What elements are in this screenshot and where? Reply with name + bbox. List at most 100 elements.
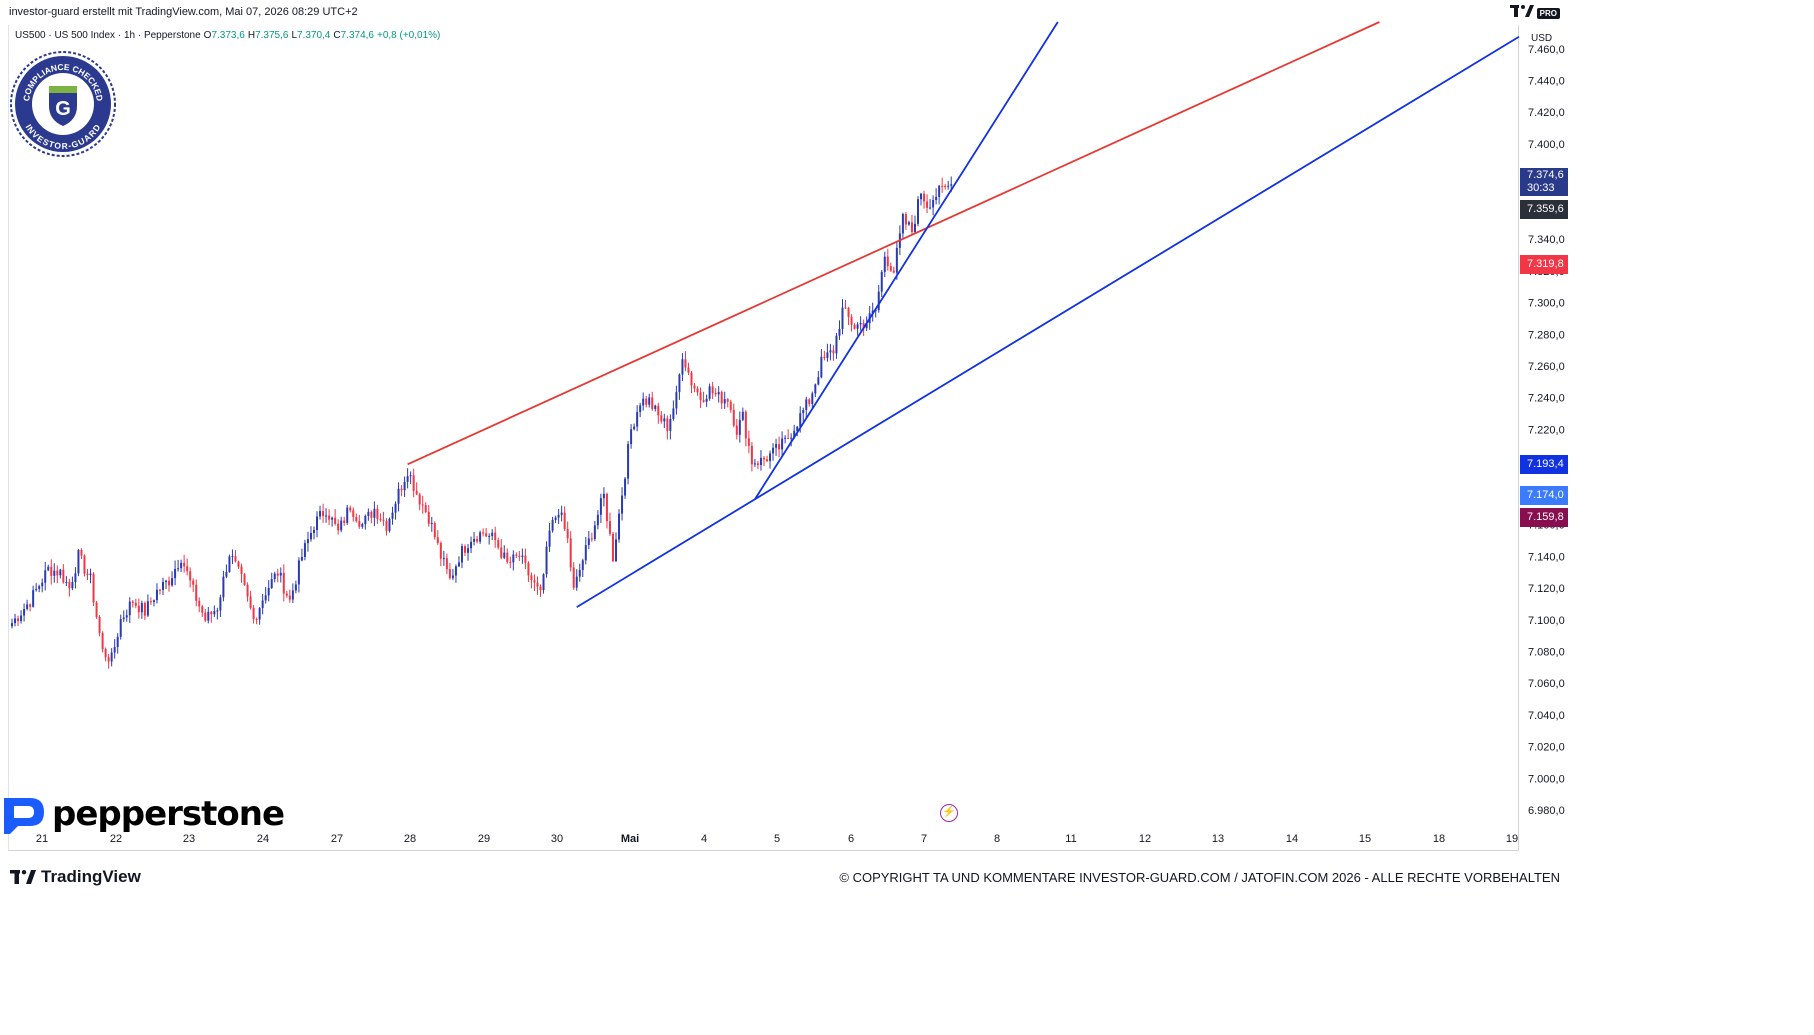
copyright-notice: © COPYRIGHT TA UND KOMMENTARE INVESTOR-G… <box>839 870 1560 885</box>
x-tick-label: 7 <box>921 833 927 845</box>
candle-body <box>125 615 128 618</box>
lightning-event-icon[interactable]: ⚡ <box>940 804 958 822</box>
candle-body <box>337 523 340 531</box>
candle-body <box>225 571 228 577</box>
candle-body <box>421 504 424 506</box>
candle-body <box>738 419 741 435</box>
candle-body <box>71 582 74 589</box>
candle-body <box>675 392 678 409</box>
candle-body <box>134 602 137 606</box>
candle-body <box>406 476 409 482</box>
open-label: O <box>203 30 212 41</box>
candle-body <box>932 200 935 208</box>
candle-body <box>412 475 415 491</box>
x-tick-label: 24 <box>257 833 269 845</box>
tradingview-logo: PRO <box>1509 4 1560 22</box>
candle-body <box>198 600 201 607</box>
candle-body <box>747 438 750 446</box>
candle-body <box>947 185 950 187</box>
candle-body <box>273 573 276 580</box>
candle-body <box>400 488 403 491</box>
close-value: 7.374,6 <box>340 30 374 41</box>
price-label-trend-2: 7.174,0 <box>1520 486 1568 505</box>
candle-body <box>929 207 932 209</box>
x-tick-label: 13 <box>1212 833 1224 845</box>
candle-body <box>699 392 702 401</box>
candle-body <box>678 374 681 393</box>
change-value: +0,8 (+0,01%) <box>376 30 441 41</box>
high-value: 7.375,6 <box>255 30 289 41</box>
candle-body <box>642 398 645 406</box>
y-tick-label: 7.460,0 <box>1528 44 1565 56</box>
candle-body <box>910 222 913 233</box>
candle-body <box>62 569 65 583</box>
candle-body <box>322 511 325 517</box>
candle-body <box>545 546 548 575</box>
y-tick-label: 7.440,0 <box>1528 76 1565 88</box>
candle-body <box>388 518 391 531</box>
candle-body <box>548 530 551 547</box>
y-tick-label: 7.140,0 <box>1528 551 1565 563</box>
candle-body <box>714 393 717 395</box>
candle-body <box>569 538 572 568</box>
candle-body <box>615 539 617 562</box>
candle-body <box>168 580 171 586</box>
candle-body <box>889 266 892 271</box>
chart-pane[interactable] <box>8 25 1519 851</box>
candle-body <box>826 352 829 358</box>
candle-body <box>542 574 545 591</box>
candle-body <box>488 535 491 537</box>
candle-body <box>636 412 639 427</box>
candle-body <box>895 247 898 273</box>
candle-body <box>394 503 397 513</box>
x-tick-label: 23 <box>183 833 195 845</box>
x-tick-label: 28 <box>404 833 416 845</box>
candle-body <box>29 604 32 607</box>
candle-body <box>886 256 889 267</box>
candle-body <box>941 185 944 187</box>
candle-body <box>137 605 140 613</box>
candle-body <box>657 405 660 416</box>
candle-body <box>669 419 672 431</box>
candle-body <box>533 580 536 583</box>
y-tick-label: 7.280,0 <box>1528 329 1565 341</box>
candle-body <box>790 437 793 439</box>
candle-body <box>460 546 463 563</box>
candle-body <box>279 572 282 576</box>
candle-body <box>753 463 756 465</box>
candle-body <box>207 611 210 621</box>
candle-body <box>923 193 926 202</box>
y-tick-label: 7.000,0 <box>1528 773 1565 785</box>
candle-body <box>352 510 355 517</box>
candle-body <box>143 603 146 616</box>
x-tick-label: 22 <box>110 833 122 845</box>
candle-body <box>403 481 406 491</box>
candle-body <box>651 397 654 409</box>
candle-body <box>174 568 177 579</box>
x-tick-label: 8 <box>994 833 1000 845</box>
candle-body <box>762 457 765 460</box>
candle-body <box>376 508 379 520</box>
candle-body <box>119 619 122 637</box>
candle-body <box>171 578 174 586</box>
price-label-resistance: 7.319,8 <box>1520 255 1568 274</box>
candle-body <box>149 601 152 603</box>
currency-label[interactable]: USD <box>1531 33 1553 44</box>
candle-body <box>95 602 98 617</box>
candle-body <box>494 532 497 541</box>
candle-body <box>877 291 880 311</box>
candle-body <box>524 555 527 563</box>
candle-body <box>506 552 509 562</box>
candle-body <box>587 538 590 546</box>
x-tick-label: 29 <box>478 833 490 845</box>
x-tick-label: 19 <box>1506 833 1518 845</box>
candle-body <box>648 397 651 405</box>
pepperstone-icon <box>4 798 44 834</box>
candle-body <box>744 411 747 439</box>
price-label-trend: 7.193,4 <box>1520 455 1568 474</box>
candle-body <box>539 586 542 591</box>
candle-body <box>267 588 270 596</box>
y-tick-label: 6.980,0 <box>1528 805 1565 817</box>
candle-body <box>89 573 92 575</box>
price-chart[interactable]: 6.980,0 7.000,0 7.020,0 7.040,0 7.060,0 7.080… <box>0 0 1568 895</box>
